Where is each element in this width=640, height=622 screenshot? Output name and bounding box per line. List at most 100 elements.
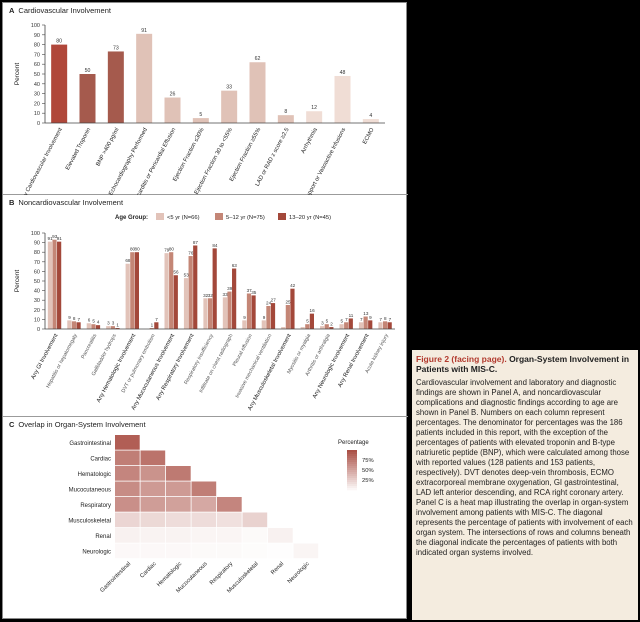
heatmap-row-label: Musculoskeletal xyxy=(68,518,111,524)
a-y-tick-label: 100 xyxy=(31,23,40,29)
a-y-tick-label: 30 xyxy=(34,92,40,98)
a-y-tick-label: 90 xyxy=(34,33,40,39)
heatmap-cell-6-4 xyxy=(217,528,242,543)
bar-value-label: 4 xyxy=(369,113,372,119)
heatmap-legend-step xyxy=(347,452,357,455)
bar-0 xyxy=(51,44,68,123)
heatmap-cell-7-2 xyxy=(166,543,191,559)
heatmap-legend-step xyxy=(347,458,357,461)
bar-value-label: 80 xyxy=(130,247,136,252)
bar-value-label: 7 xyxy=(155,317,158,322)
bar-2-1 xyxy=(91,324,96,329)
category-label: Elevated Troponin xyxy=(65,127,92,171)
bar-17-2 xyxy=(387,322,392,329)
bar-value-label: 25 xyxy=(285,300,291,305)
bar-3-0 xyxy=(106,326,111,329)
bar-12-1 xyxy=(285,305,290,329)
noncardiovascular-bar-chart: 0 10 20 30 40 50 60 70 80 90 100 Percent Age Group: <… xyxy=(14,213,395,412)
bar-4-2 xyxy=(134,252,139,329)
heatmap-column-label: Respiratory xyxy=(209,561,234,586)
heatmap-cell-1-1 xyxy=(140,450,166,466)
legend-entry-1: 5–12 yr (N=75) xyxy=(226,215,265,221)
bar-11 xyxy=(362,119,379,123)
heatmap-cell-7-7 xyxy=(293,543,319,559)
bar-value-label: 62 xyxy=(255,56,261,62)
heatmap-legend-step xyxy=(347,466,357,469)
bar-10 xyxy=(334,75,351,123)
category-label: ECMO xyxy=(362,127,376,146)
bar-8-0 xyxy=(203,298,208,329)
a-y-tick-label: 60 xyxy=(34,62,40,68)
bar-value-label: 2 xyxy=(330,322,333,327)
bar-value-label: 5 xyxy=(306,319,309,324)
heatmap-legend-step xyxy=(347,480,357,483)
legend-swatch-0 xyxy=(156,213,164,220)
panel-c: C Overlap in Organ-System Involvement Gas… xyxy=(3,417,408,620)
bar-6 xyxy=(221,90,238,123)
bar-value-label: 37 xyxy=(247,288,253,293)
heatmap-legend-step xyxy=(347,472,357,475)
heatmap-row-label: Mucocutaneous xyxy=(69,487,111,493)
bar-2-2 xyxy=(95,325,101,329)
heatmap-legend-step xyxy=(347,462,357,465)
bar-11-1 xyxy=(266,305,271,329)
heatmap-cell-4-2 xyxy=(166,497,191,512)
heatmap-cell-5-1 xyxy=(140,512,166,528)
legend-entry-2: 13–20 yr (N=45) xyxy=(289,215,331,221)
heatmap-cell-7-0 xyxy=(115,543,140,559)
bar-10-0 xyxy=(242,320,247,329)
bar-value-label: 9 xyxy=(243,315,246,320)
a-y-tick-label: 80 xyxy=(34,43,40,49)
legend-swatch-2 xyxy=(278,213,286,220)
heatmap-row-label: Renal xyxy=(95,534,111,540)
bar-14-2 xyxy=(329,327,334,329)
b-y-tick-label: 20 xyxy=(34,308,40,314)
bar-value-label: 8 xyxy=(73,316,76,321)
bar-7-2 xyxy=(193,245,198,329)
legend-swatch-1 xyxy=(215,213,223,220)
bar-value-label: 32 xyxy=(203,293,209,298)
heatmap-legend-step xyxy=(347,482,357,485)
category-label: Any Hematologic Involvement xyxy=(96,333,137,404)
bar-value-label: 91 xyxy=(48,236,54,241)
heatmap-legend-step xyxy=(347,456,357,459)
heatmap-cell-3-2 xyxy=(166,481,191,497)
bar-16-1 xyxy=(363,316,368,329)
a-y-tick-label: 0 xyxy=(37,121,40,127)
heatmap-cell-7-4 xyxy=(217,543,242,559)
category-label: Any Cardiovascular Involvement xyxy=(20,127,65,195)
bar-value-label: 76 xyxy=(188,251,194,256)
heatmap-column-label: Neurologic xyxy=(287,561,311,585)
bar-4 xyxy=(164,97,181,123)
heatmap-cell-6-1 xyxy=(140,528,166,543)
heatmap-cell-6-3 xyxy=(191,528,217,543)
bar-2 xyxy=(107,51,124,123)
bar-7 xyxy=(249,62,266,123)
category-label: Invasive mechanical ventilation xyxy=(235,333,274,399)
bar-9 xyxy=(306,111,323,123)
heatmap-cell-6-2 xyxy=(166,528,191,543)
bar-value-label: 7 xyxy=(360,317,363,322)
bar-0-2 xyxy=(57,241,62,329)
heatmap-cell-5-3 xyxy=(191,512,217,528)
b-y-axis-label: Percent xyxy=(14,270,21,293)
bar-value-label: 24 xyxy=(266,300,272,305)
bar-12-2 xyxy=(290,288,295,329)
bar-value-label: 93 xyxy=(52,234,58,239)
heatmap-cell-4-0 xyxy=(115,497,140,512)
bar-3-2 xyxy=(115,328,120,329)
category-label: LAD or RAD z score ≥2.5 xyxy=(255,127,291,187)
heatmap-cell-4-3 xyxy=(191,497,217,512)
heatmap-legend-step xyxy=(347,474,357,477)
bar-value-label: 6 xyxy=(88,318,91,323)
bar-value-label: 12 xyxy=(311,105,317,111)
heatmap-cell-7-5 xyxy=(242,543,268,559)
bar-9-0 xyxy=(222,297,228,329)
heatmap-cell-4-4 xyxy=(217,497,242,512)
heatmap-row-label: Gastrointestinal xyxy=(69,441,111,447)
heatmap-row-label: Cardiac xyxy=(90,456,111,462)
bar-11-0 xyxy=(261,320,266,329)
bar-value-label: 9 xyxy=(369,315,372,320)
heatmap-legend-step xyxy=(347,460,357,463)
legend-title: Age Group: xyxy=(115,215,148,221)
